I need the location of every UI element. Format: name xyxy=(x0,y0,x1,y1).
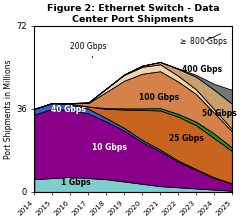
Text: 100 Gbps: 100 Gbps xyxy=(139,93,179,102)
Title: Figure 2: Ethernet Switch - Data
Center Port Shipments: Figure 2: Ethernet Switch - Data Center … xyxy=(47,4,219,24)
Y-axis label: Port Shipments in Millions: Port Shipments in Millions xyxy=(4,59,13,158)
Text: 10 Gbps: 10 Gbps xyxy=(92,143,127,152)
Text: 25 Gbps: 25 Gbps xyxy=(169,134,204,143)
Text: 1 Gbps: 1 Gbps xyxy=(61,178,91,187)
Text: 200 Gbps: 200 Gbps xyxy=(70,42,107,58)
Text: 40 Gbps: 40 Gbps xyxy=(51,105,85,114)
Text: 400 Gbps: 400 Gbps xyxy=(182,65,222,74)
Text: $\geq$ 800 Gbps: $\geq$ 800 Gbps xyxy=(178,34,228,48)
Text: 50 Gbps: 50 Gbps xyxy=(202,109,236,118)
